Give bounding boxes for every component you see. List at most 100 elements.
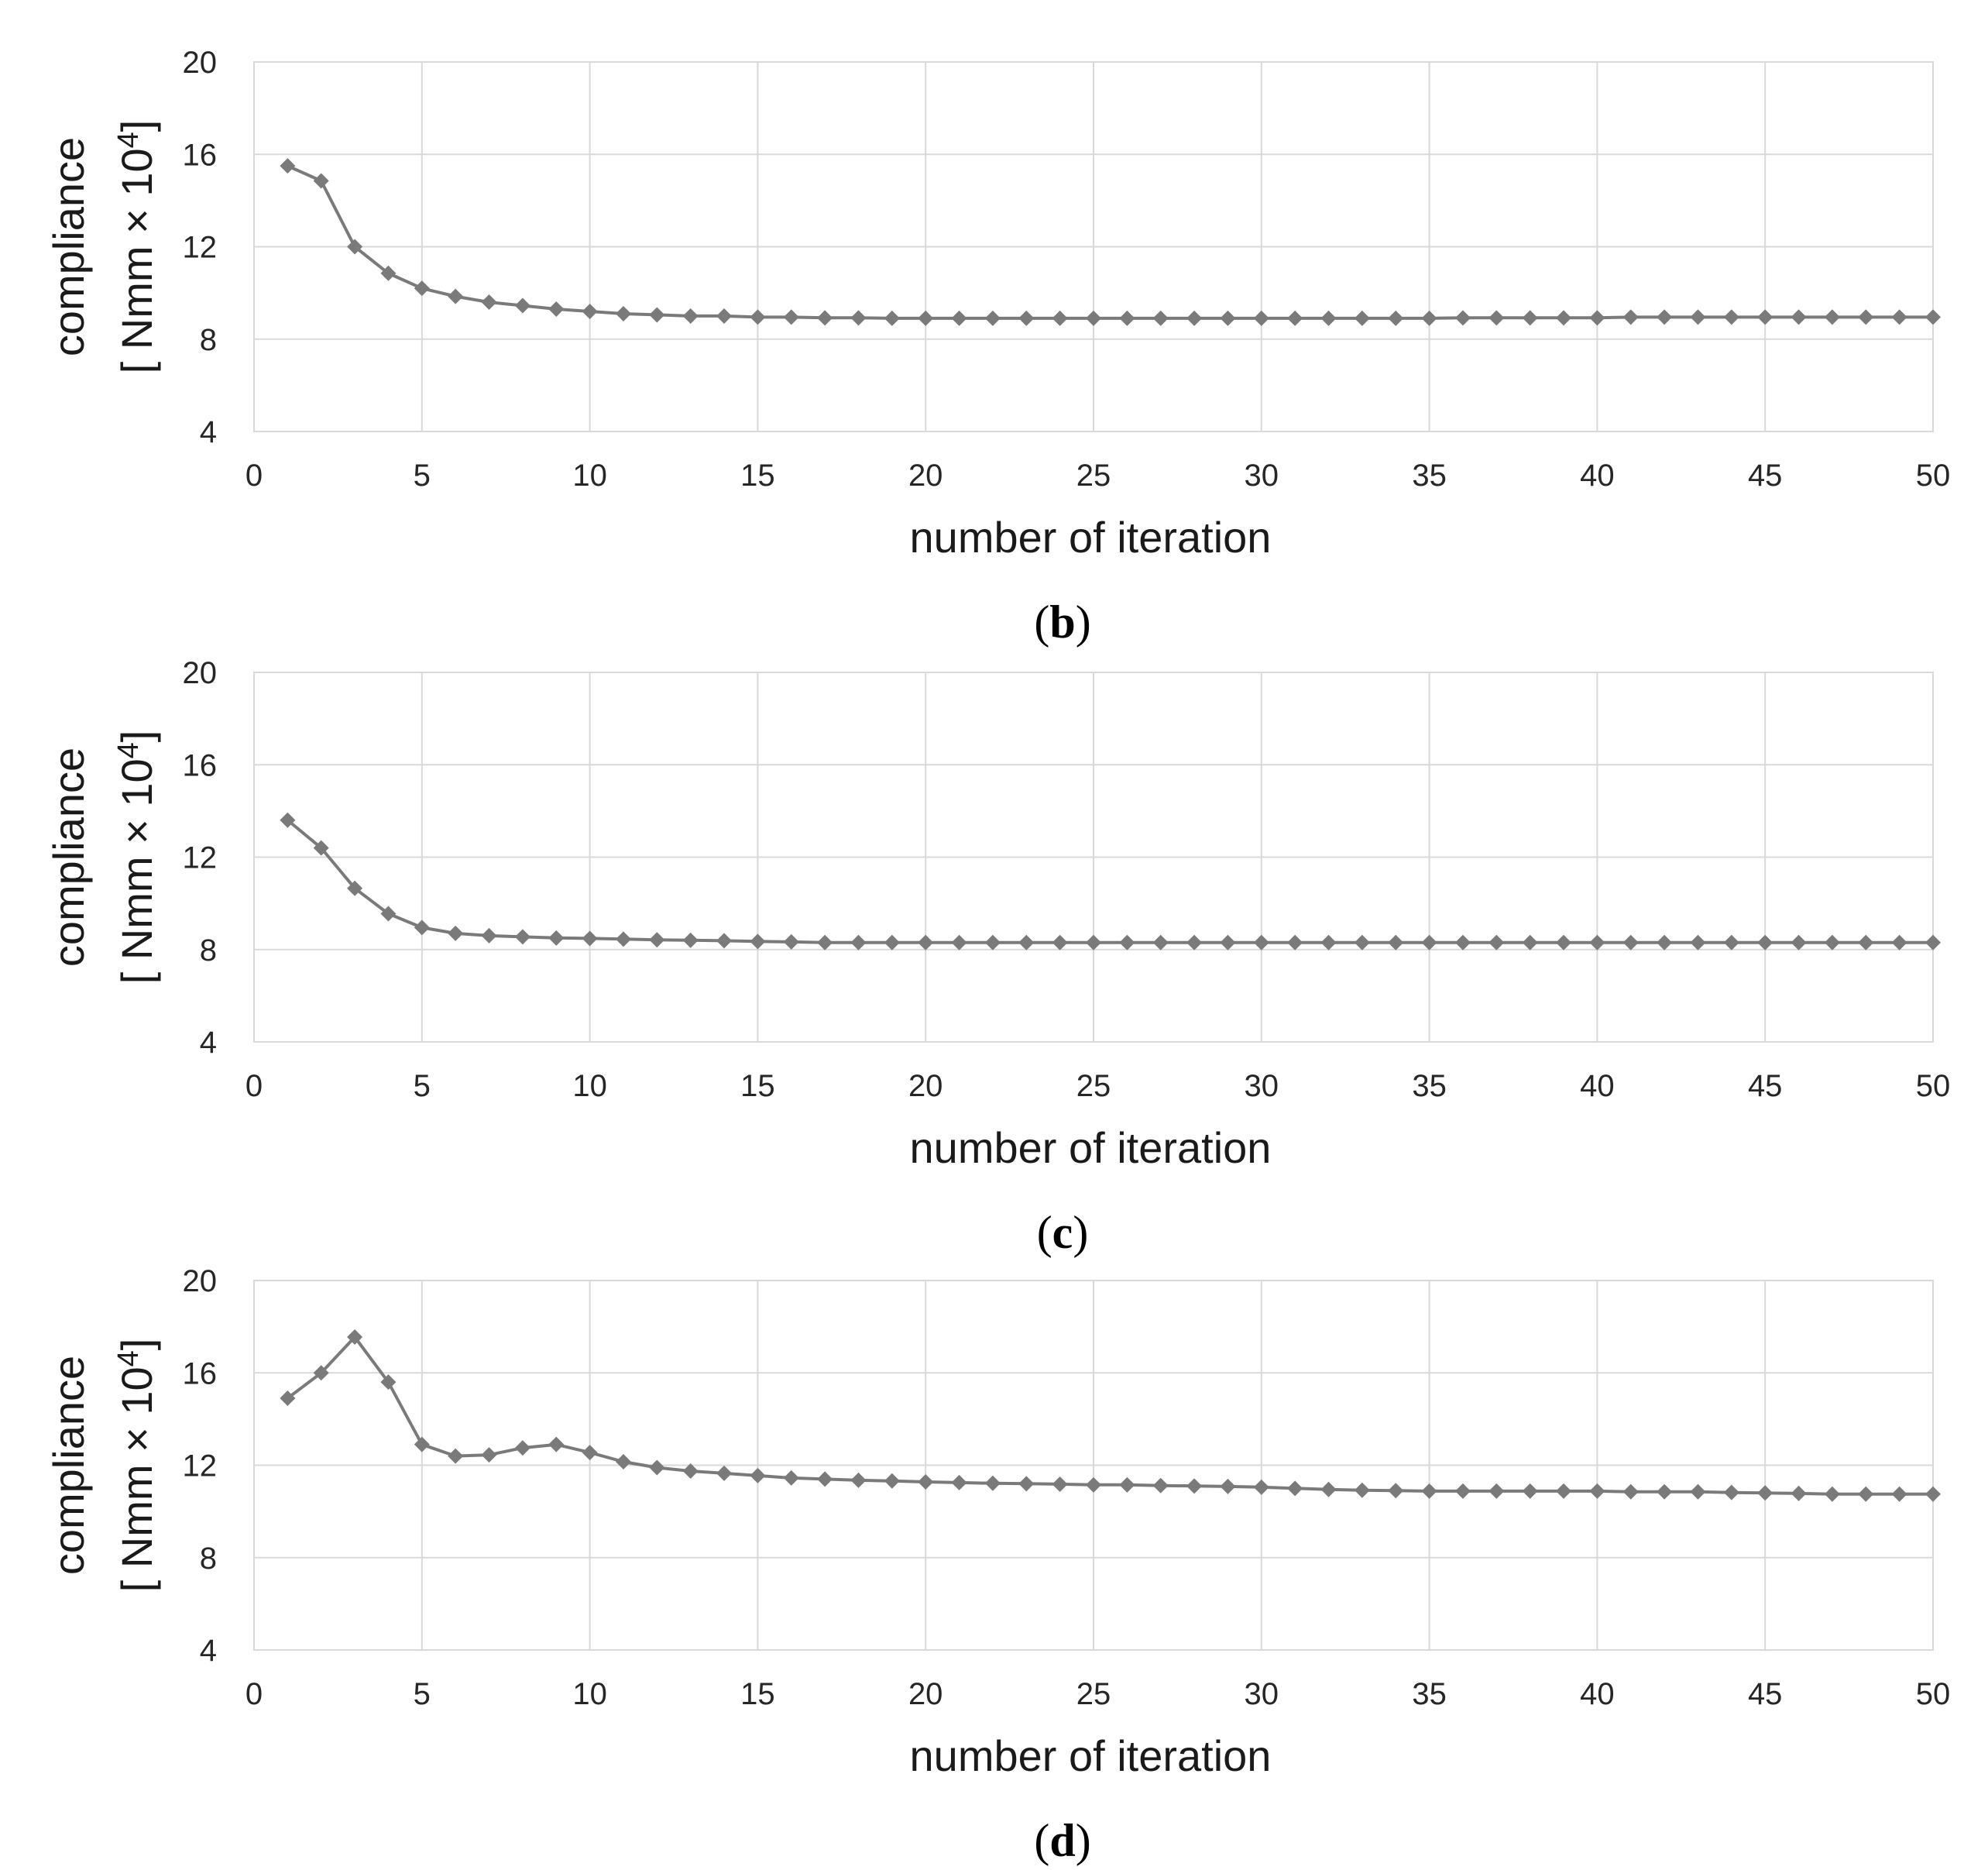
x-tick-label: 35 <box>1412 1677 1447 1711</box>
data-point <box>1320 934 1337 950</box>
data-point <box>1757 309 1773 325</box>
y-tick-label: 8 <box>200 1542 217 1576</box>
data-point <box>1152 1477 1169 1494</box>
data-point <box>1052 1476 1068 1492</box>
data-point <box>1723 309 1739 325</box>
data-point <box>1220 310 1236 326</box>
data-point <box>1186 310 1203 326</box>
data-point <box>1891 934 1907 950</box>
data-point <box>1421 310 1437 326</box>
data-point <box>1287 1480 1303 1497</box>
x-tick-label: 20 <box>908 1677 943 1711</box>
chart-panel-b: 4 8 12 16 20 0 5 10 15 20 25 30 35 40 45 50 number of it… <box>44 46 1950 648</box>
y-tick-label: 16 <box>183 1356 218 1390</box>
data-point <box>1824 309 1840 325</box>
data-point <box>1925 934 1941 950</box>
data-point <box>1086 934 1101 950</box>
caption-close: ) <box>1076 596 1091 648</box>
data-point <box>1791 934 1807 950</box>
data-point <box>1220 934 1236 950</box>
y-tick-label: 16 <box>183 138 218 172</box>
data-point <box>1388 934 1404 950</box>
x-tick-label: 15 <box>740 1677 775 1711</box>
data-point <box>1757 1485 1773 1501</box>
x-tick-label: 10 <box>572 1677 607 1711</box>
caption-open: ( <box>1034 1815 1049 1866</box>
data-point <box>649 307 665 323</box>
data-point <box>448 1448 464 1464</box>
caption-letter: d <box>1049 1815 1075 1866</box>
data-point <box>313 1365 329 1381</box>
data-point <box>682 308 699 324</box>
data-point <box>1757 934 1773 950</box>
data-point <box>1589 934 1605 950</box>
x-tick-label: 45 <box>1748 1677 1783 1711</box>
x-tick-label: 45 <box>1748 1069 1783 1103</box>
data-point <box>582 1445 598 1461</box>
data-point <box>582 303 598 319</box>
data-point <box>817 310 833 326</box>
data-point <box>750 933 766 950</box>
data-point <box>1052 934 1068 950</box>
data-point <box>1723 934 1739 950</box>
y-axis-unit-bracket: ] <box>112 730 161 743</box>
y-axis-unit-text: [ Nmm × 10 <box>112 1366 161 1592</box>
y-axis-title: compliance <box>44 1356 93 1575</box>
data-point <box>514 929 530 945</box>
data-point <box>1354 1482 1370 1498</box>
data-point <box>984 934 1001 950</box>
caption-letter: c <box>1052 1207 1073 1258</box>
data-point <box>615 931 631 947</box>
y-axis-unit-exponent: 4 <box>112 1350 145 1366</box>
y-axis-unit-text: [ Nmm × 10 <box>112 758 161 984</box>
x-tick-label: 35 <box>1412 459 1447 493</box>
data-point <box>1388 310 1404 326</box>
data-point <box>615 305 631 321</box>
data-point <box>1858 1486 1874 1502</box>
data-point <box>280 812 296 828</box>
x-tick-label: 30 <box>1245 1677 1279 1711</box>
y-tick-label: 8 <box>200 323 217 357</box>
data-point <box>1824 1486 1840 1502</box>
x-tick-label: 0 <box>245 1069 263 1103</box>
data-point <box>984 1475 1001 1491</box>
data-point <box>1354 310 1370 326</box>
series-line <box>287 819 1933 944</box>
data-point <box>1152 934 1169 950</box>
data-point <box>850 310 867 326</box>
x-tick-label: 10 <box>572 459 607 493</box>
data-point <box>1858 934 1874 950</box>
data-point <box>1622 934 1639 950</box>
x-tick-label: 15 <box>740 459 775 493</box>
y-tick-label: 4 <box>200 1026 217 1060</box>
data-point <box>1454 1483 1471 1499</box>
x-tick-label: 50 <box>1916 1069 1951 1103</box>
series-line <box>287 1335 1933 1496</box>
x-tick-label: 5 <box>414 459 431 493</box>
data-point <box>1589 1483 1605 1499</box>
data-point <box>1388 1483 1404 1499</box>
data-point <box>918 1473 934 1490</box>
data-point <box>347 1329 363 1346</box>
data-point <box>1253 934 1269 950</box>
data-point <box>548 301 565 317</box>
data-point <box>1556 934 1572 950</box>
x-tick-label: 50 <box>1916 1677 1951 1711</box>
data-point <box>1522 934 1538 950</box>
data-point <box>1186 1478 1203 1494</box>
data-point <box>514 297 530 314</box>
data-point <box>1119 310 1135 326</box>
data-point <box>1657 1483 1673 1500</box>
data-point <box>984 310 1001 326</box>
x-tick-label: 20 <box>908 1069 943 1103</box>
data-point <box>1622 1483 1639 1500</box>
x-axis-title: number of iteration <box>910 1731 1272 1780</box>
x-tick-label: 40 <box>1580 459 1615 493</box>
data-point <box>1320 310 1337 326</box>
x-tick-label: 0 <box>245 459 263 493</box>
data-point <box>582 930 598 947</box>
y-axis-unit: [ Nmm × 104] <box>112 1339 161 1593</box>
data-point <box>615 1454 631 1470</box>
x-tick-label: 20 <box>908 459 943 493</box>
data-point <box>1824 934 1840 950</box>
